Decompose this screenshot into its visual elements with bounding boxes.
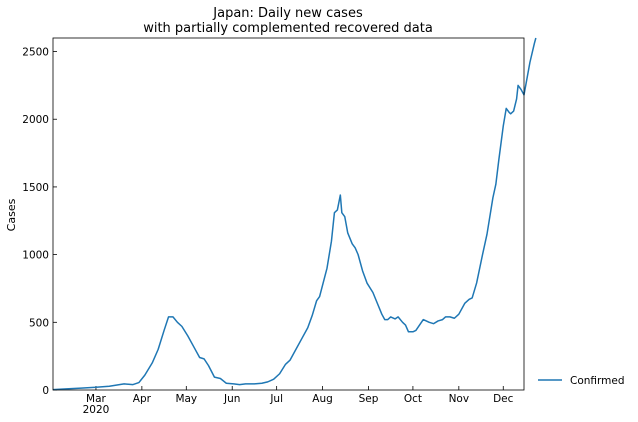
x-tick-label: Dec [493,393,514,405]
plot-frame [52,37,525,391]
y-tick-label: 2500 [22,47,49,59]
legend: Confirmed [538,375,625,387]
legend-label: Confirmed [570,375,625,387]
x-tick-label: Oct [404,393,422,405]
chart-title-line-2: with partially complemented recovered da… [143,21,433,36]
x-tick-label: Apr [133,393,152,405]
y-tick-label: 500 [29,317,49,329]
y-tick-label: 1500 [22,182,49,194]
x-tick-label: Aug [312,393,333,405]
y-tick-label: 2000 [22,114,49,126]
y-axis-label: Cases [5,198,18,231]
x-tick-label: Sep [359,393,379,405]
y-tick-label: 1000 [22,250,49,262]
x-tick-sublabel: 2020 [83,404,110,416]
x-tick-label: May [175,393,197,405]
x-tick-label: Jun [223,393,240,405]
y-axis: 0 500 1000 1500 2000 2500 [22,47,57,397]
series-layer [52,37,537,391]
series-line-confirmed [52,37,537,391]
y-tick-label: 0 [42,385,49,397]
x-tick-label: Mar [86,393,106,405]
x-tick-label: Jul [269,393,283,405]
chart-title-line-1: Japan: Daily new cases [212,6,363,21]
x-tick-label: Nov [449,393,470,405]
